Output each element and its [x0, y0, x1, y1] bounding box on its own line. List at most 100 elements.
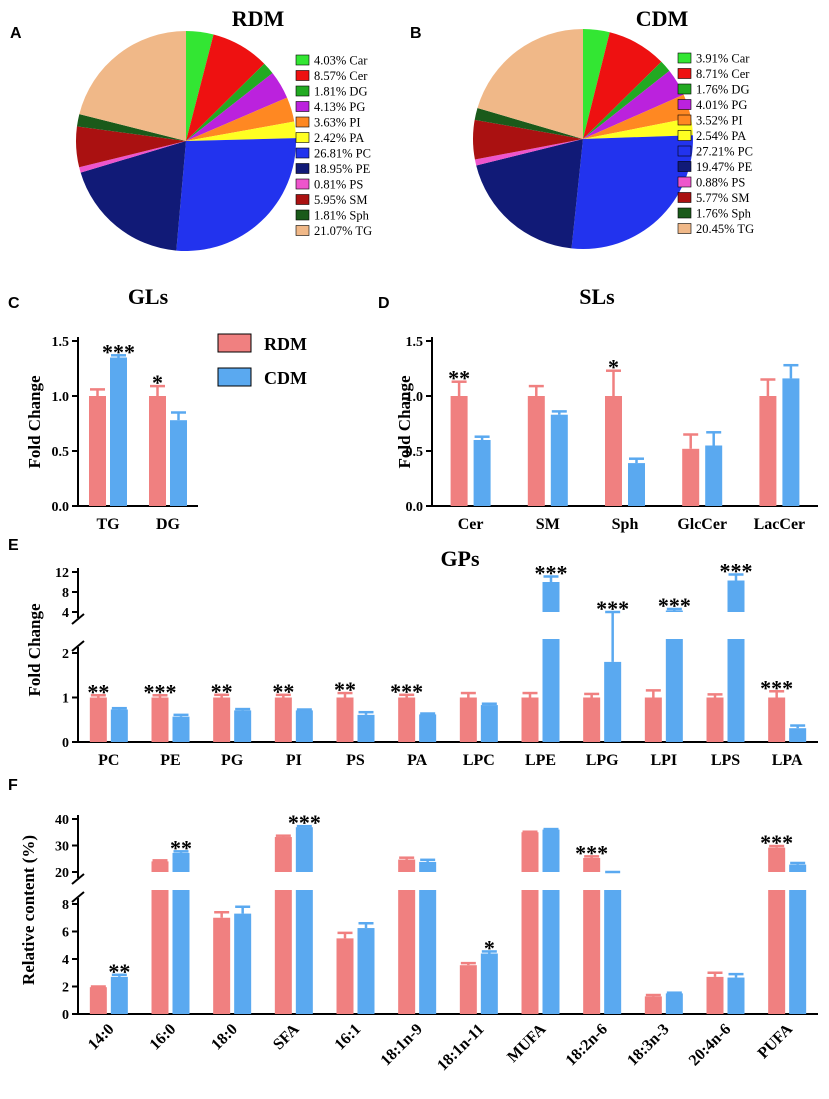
x-tick-label: SM — [536, 516, 560, 533]
bar-cdm — [727, 977, 745, 1014]
x-tick-label: 20:4n-6 — [686, 1021, 734, 1069]
legend-swatch-cer — [677, 68, 692, 79]
legend-swatch-cer — [295, 70, 310, 81]
significance-marker: ** — [108, 959, 130, 984]
y-tick-label: 1.0 — [406, 390, 424, 405]
y-tick-label: 20 — [55, 866, 69, 881]
y-tick-label: 0.0 — [406, 500, 424, 515]
legend-label-ps: 0.81% PS — [314, 178, 363, 192]
significance-marker: ** — [211, 679, 233, 704]
x-tick-label: PG — [221, 752, 244, 769]
pie-slice-car — [583, 28, 610, 139]
y-tick-label: 1.5 — [52, 335, 70, 350]
pie-chart-cdm — [472, 28, 693, 250]
bar-rdm — [768, 847, 786, 872]
bar-cdm — [295, 710, 313, 742]
bar-rdm — [605, 396, 622, 506]
pie-a-title: RDM — [232, 6, 285, 31]
legend-swatch-pg — [677, 99, 692, 110]
panel-f-ylabel: Relative content (%) — [19, 835, 38, 985]
bar-cdm — [665, 993, 683, 1014]
x-tick-label: PS — [346, 752, 365, 769]
x-tick-label: SFA — [270, 1020, 303, 1053]
bar-cdm — [604, 661, 622, 742]
legend-swatch-pe — [677, 161, 692, 172]
pie-slice-cer — [583, 32, 662, 139]
bar-rdm — [274, 697, 292, 742]
bar-rdm — [89, 987, 107, 1014]
x-tick-label: PE — [160, 752, 180, 769]
x-tick-label: 18:1n-11 — [434, 1021, 488, 1075]
bar-rdm — [521, 890, 539, 904]
pie-slice-sph — [474, 107, 583, 139]
bar-rdm — [398, 890, 416, 904]
y-tick-label: 4 — [62, 606, 69, 621]
bar-rdm — [583, 904, 601, 1014]
bar-cdm — [665, 639, 683, 653]
bar-rdm — [644, 996, 662, 1014]
panel-d-ylabel: Fold Change — [395, 375, 414, 468]
bar-cdm — [419, 714, 437, 742]
bar-cdm — [480, 705, 498, 742]
bar-rdm — [398, 904, 416, 1014]
bar-rdm — [527, 396, 545, 506]
pie-slice-dg — [583, 61, 670, 140]
bar-cdm — [542, 890, 560, 904]
significance-marker: *** — [760, 830, 793, 855]
significance-marker: *** — [596, 596, 629, 621]
bar-cdm — [172, 716, 190, 742]
significance-marker: *** — [535, 561, 568, 586]
significance-marker: ** — [87, 679, 109, 704]
pie-slice-pe — [476, 139, 583, 249]
bar-cdm — [727, 580, 745, 612]
legend-label-dg: 1.76% DG — [696, 83, 749, 97]
bar-rdm — [521, 697, 539, 742]
legend-label-pc: 26.81% PC — [314, 147, 371, 161]
bar-cdm — [357, 714, 375, 742]
legend-label-sph: 1.81% Sph — [314, 209, 370, 223]
y-tick-label: 6 — [62, 926, 69, 941]
bar-rdm — [213, 697, 231, 742]
significance-marker: *** — [575, 840, 608, 865]
legend-swatch-pa — [677, 130, 692, 141]
x-tick-label: 18:3n-3 — [624, 1021, 672, 1069]
legend-rdm-label: RDM — [264, 334, 307, 354]
x-tick-label: Sph — [612, 516, 639, 533]
bar-cdm — [419, 890, 437, 904]
pie-slice-pc — [176, 138, 296, 251]
bar-cdm — [604, 890, 622, 904]
bar-rdm — [336, 697, 354, 742]
pie-slice-tg — [79, 30, 186, 141]
x-tick-label: LPI — [650, 752, 677, 769]
x-tick-label: LPC — [463, 752, 495, 769]
pie-slice-ps — [79, 141, 186, 173]
legend-label-pg: 4.01% PG — [696, 98, 747, 112]
pie-slice-pg — [583, 70, 684, 139]
bar-rdm — [459, 697, 477, 742]
bar-rdm — [759, 396, 777, 506]
bar-rdm — [768, 697, 786, 742]
y-tick-label: 12 — [55, 566, 69, 581]
x-tick-label: 16:1 — [332, 1021, 365, 1054]
y-tick-label: 1 — [62, 692, 69, 707]
bar-cdm — [295, 827, 313, 872]
bar-chart-fatty-acids: 0 2 4 6 8 20 30 40 14:0 ** 16:0 ** 18:0 SFA *** 16:1 18:… — [55, 810, 818, 1074]
legend-label-ps: 0.88% PS — [696, 176, 745, 190]
panel-d-title: SLs — [579, 284, 615, 309]
significance-marker: * — [484, 935, 495, 960]
panel-letter-f: F — [8, 777, 18, 794]
legend-label-tg: 21.07% TG — [314, 224, 372, 238]
bar-rdm — [398, 859, 416, 872]
bar-rdm — [521, 904, 539, 1014]
bar-cdm — [542, 653, 560, 742]
y-tick-label: 8 — [62, 586, 69, 601]
legend-swatch-tg — [677, 223, 692, 234]
bar-cdm — [628, 463, 645, 506]
legend-swatch-ps — [677, 176, 692, 188]
legend-label-sph: 1.76% Sph — [696, 207, 752, 221]
bar-cdm — [542, 829, 560, 872]
panel-letter-b: B — [410, 25, 422, 42]
bar-cdm — [727, 639, 745, 653]
bar-cdm — [473, 440, 491, 506]
